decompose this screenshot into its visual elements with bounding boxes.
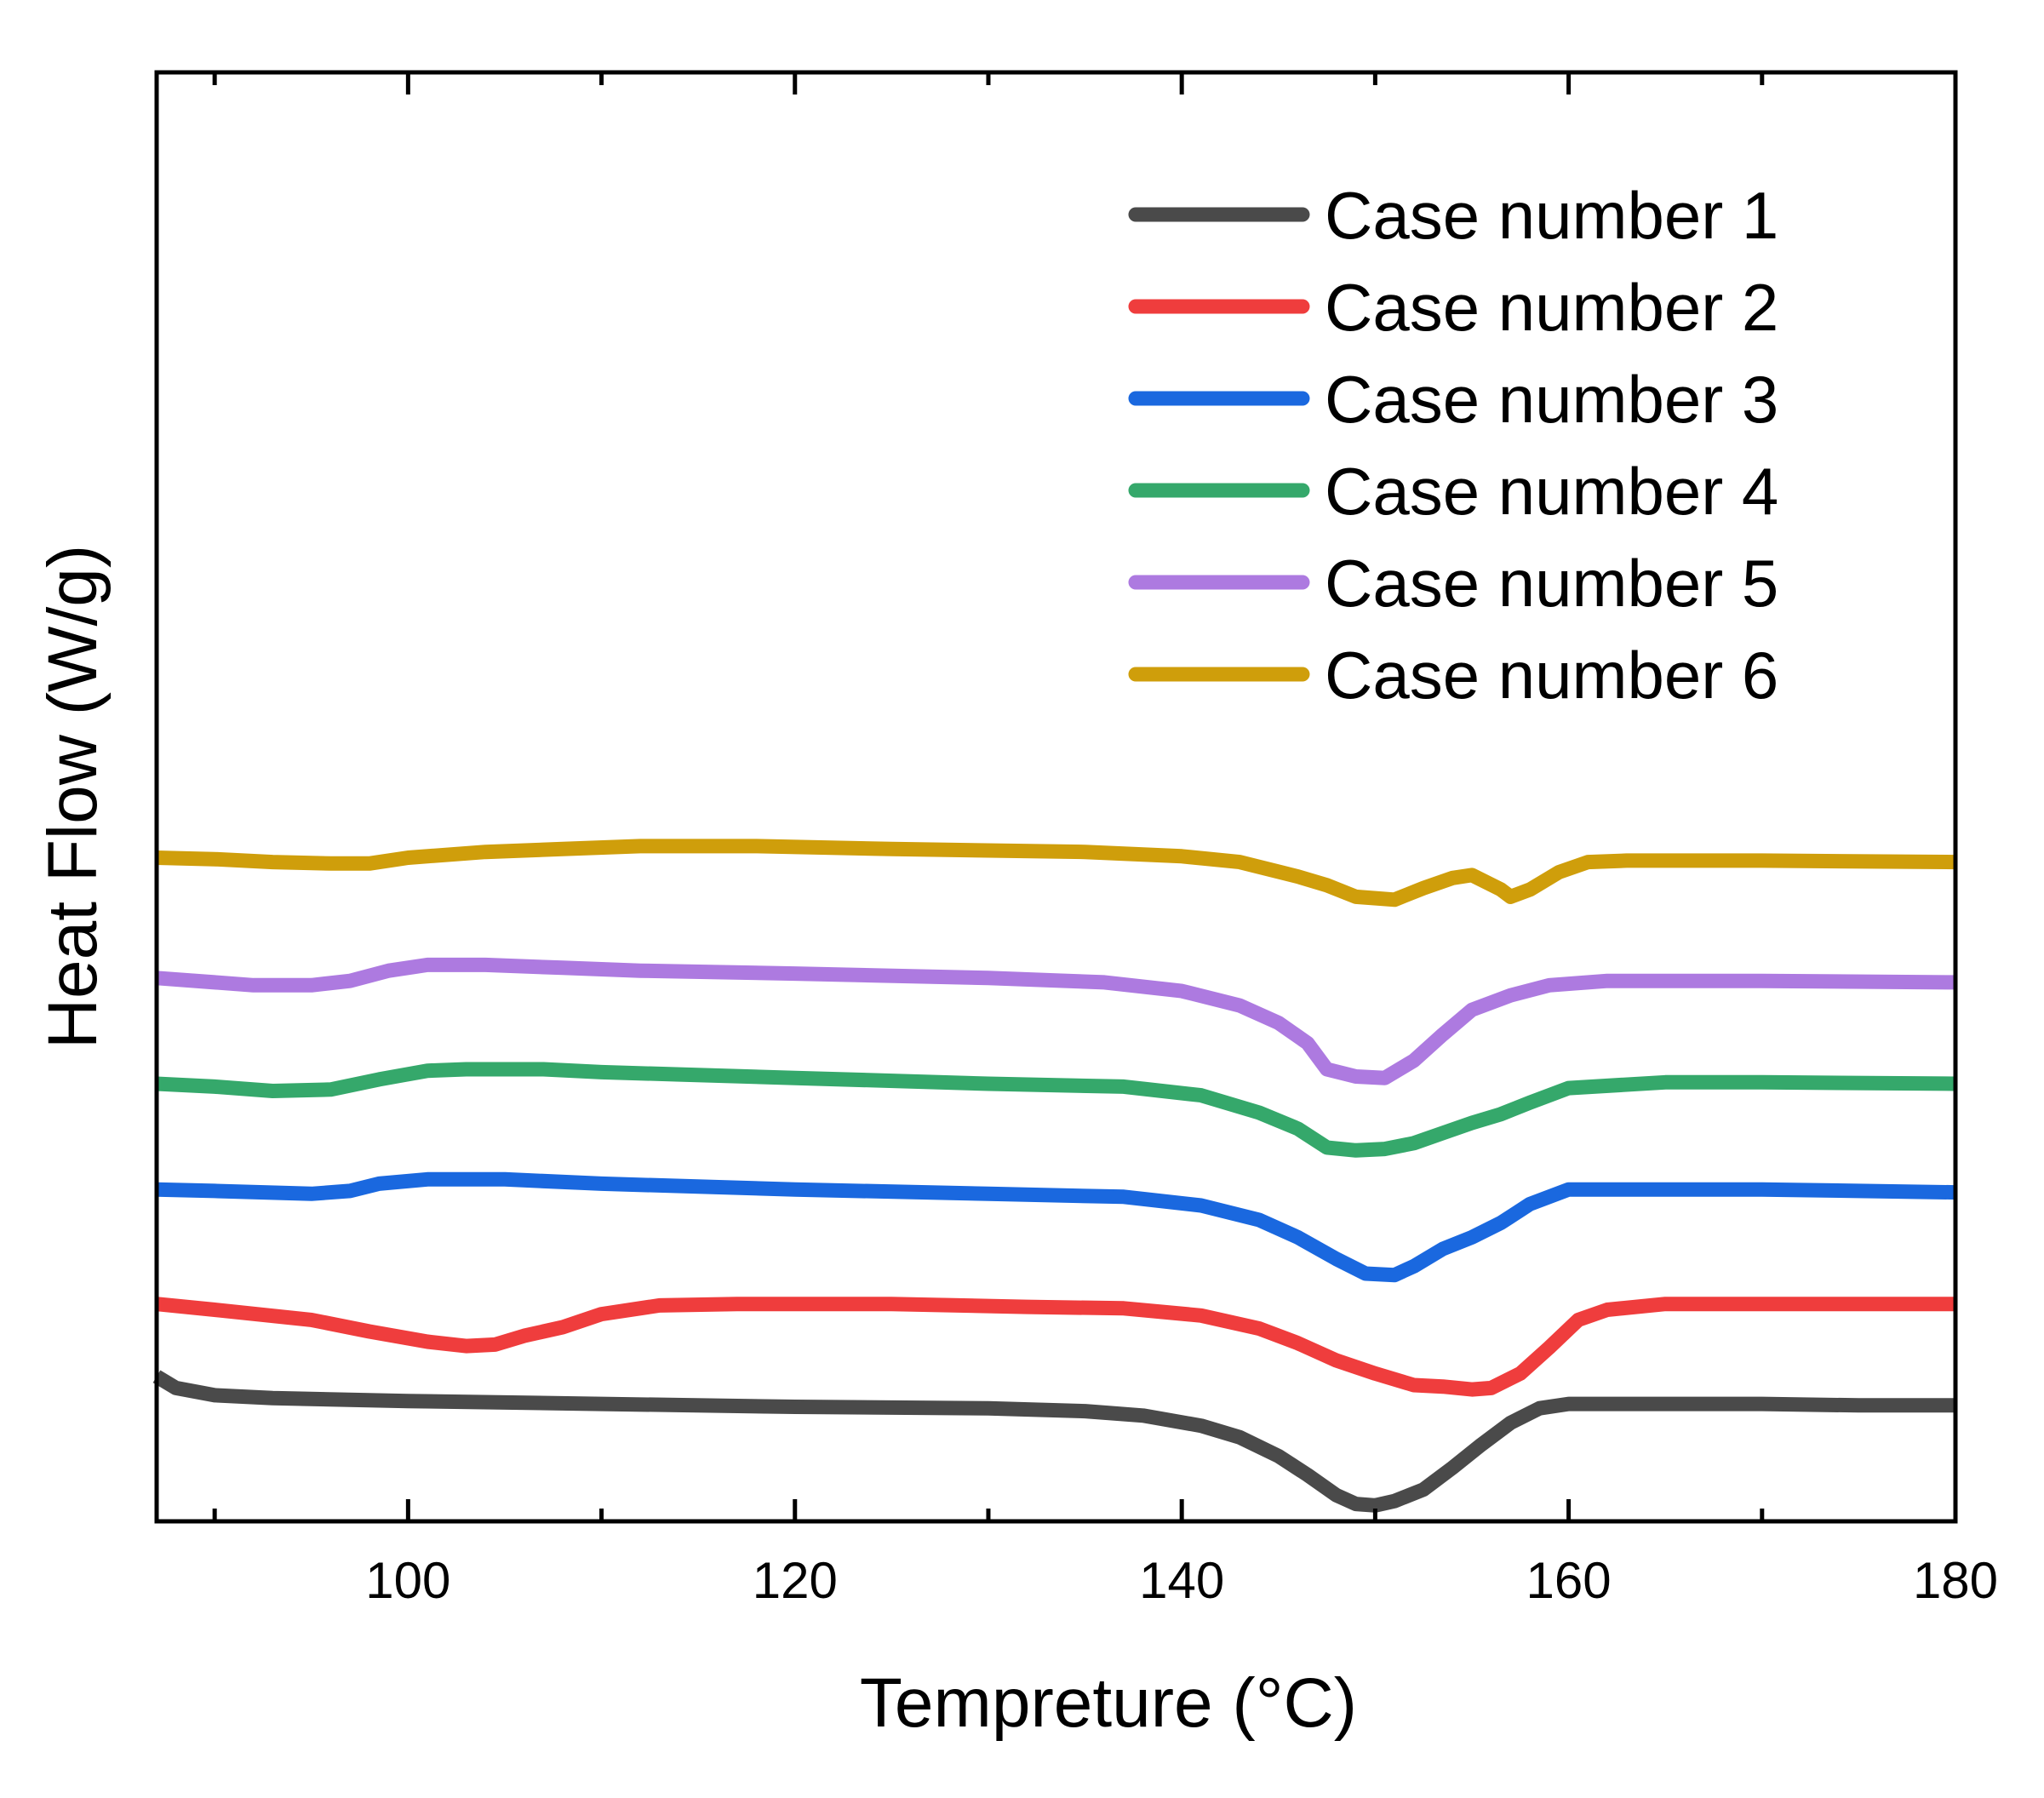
legend-label-3: Case number 3 [1325,362,1778,437]
x-tick-label: 180 [1913,1552,1998,1609]
x-tick-label: 120 [753,1552,838,1609]
y-axis-label: Heat Flow (W/g) [34,545,112,1049]
legend-label-2: Case number 2 [1325,270,1778,345]
legend-label-1: Case number 1 [1325,178,1778,253]
x-tick-label: 160 [1526,1552,1612,1609]
x-tick-label: 100 [365,1552,450,1609]
plot-frame [154,70,1958,1524]
x-axis-label: Tempreture (°C) [860,1664,1357,1742]
series-layer [152,839,1956,1513]
legend-label-6: Case number 6 [1325,638,1778,713]
series-line-2 [156,1297,1955,1397]
x-tick-label: 140 [1139,1552,1224,1609]
series-line-1 [152,1370,1955,1513]
series-line-3 [156,1171,1956,1283]
series-line-5 [156,957,1956,1085]
legend: Case number 1 Case number 2 Case number 3 C… [1128,178,1778,713]
legend-label-4: Case number 4 [1325,454,1778,529]
series-line-6 [156,839,1956,908]
axes-layer: 100 120 140 160 180 [154,70,1998,1609]
series-line-4 [156,1062,1956,1158]
legend-label-5: Case number 5 [1325,546,1778,621]
